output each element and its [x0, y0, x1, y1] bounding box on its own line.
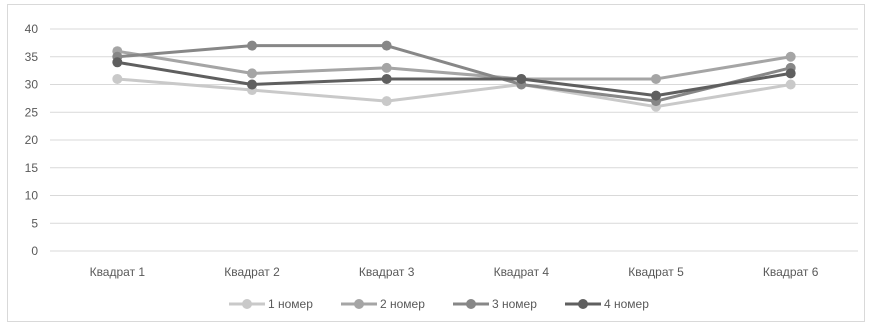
y-tick-label-40: 40	[25, 22, 39, 36]
series-3-point-3	[381, 40, 392, 51]
y-tick-label-10: 10	[25, 189, 39, 203]
series-2-point-5	[651, 73, 661, 84]
series-line-4	[115, 60, 793, 98]
x-tick-label-5: Квадрат 5	[628, 265, 684, 279]
x-tick-label-2: Квадрат 2	[224, 265, 280, 279]
series-1-point-1	[112, 73, 123, 84]
series-4-point-5	[651, 90, 661, 101]
legend-label-1: 1 номер	[268, 297, 313, 311]
y-tick-label-20: 20	[25, 133, 39, 147]
legend-marker-2	[354, 299, 364, 309]
series-4-point-6	[785, 68, 796, 79]
series-1-point-3	[381, 96, 392, 107]
y-tick-label-15: 15	[25, 161, 39, 175]
legend-label-2: 2 номер	[380, 297, 425, 311]
x-tick-label-3: Квадрат 3	[359, 265, 415, 279]
series-line-3	[115, 44, 793, 103]
y-tick-label-30: 30	[25, 78, 39, 92]
series-4-point-2	[247, 79, 257, 90]
series-1-point-6	[785, 79, 796, 90]
series-line-2	[115, 49, 793, 81]
y-tick-label-0: 0	[31, 244, 38, 258]
series-line-1	[115, 77, 793, 109]
legend-marker-1	[242, 299, 252, 309]
series-2-point-2	[247, 68, 257, 79]
series-2-point-6	[785, 51, 796, 62]
legend-marker-3	[466, 299, 476, 309]
x-tick-label-6: Квадрат 6	[763, 265, 819, 279]
legend-marker-4	[578, 299, 588, 309]
legend-label-4: 4 номер	[604, 297, 649, 311]
series-4-point-1	[112, 57, 123, 68]
series-4-point-4	[516, 73, 527, 84]
y-tick-label-35: 35	[25, 50, 39, 64]
series-4-point-3	[381, 73, 392, 84]
series-2-point-3	[381, 62, 392, 73]
legend-label-3: 3 номер	[492, 297, 537, 311]
x-tick-label-4: Квадрат 4	[494, 265, 550, 279]
series-3-point-2	[247, 40, 257, 51]
x-tick-label-1: Квадрат 1	[90, 265, 146, 279]
y-tick-label-25: 25	[25, 105, 39, 119]
y-tick-label-5: 5	[31, 216, 38, 230]
